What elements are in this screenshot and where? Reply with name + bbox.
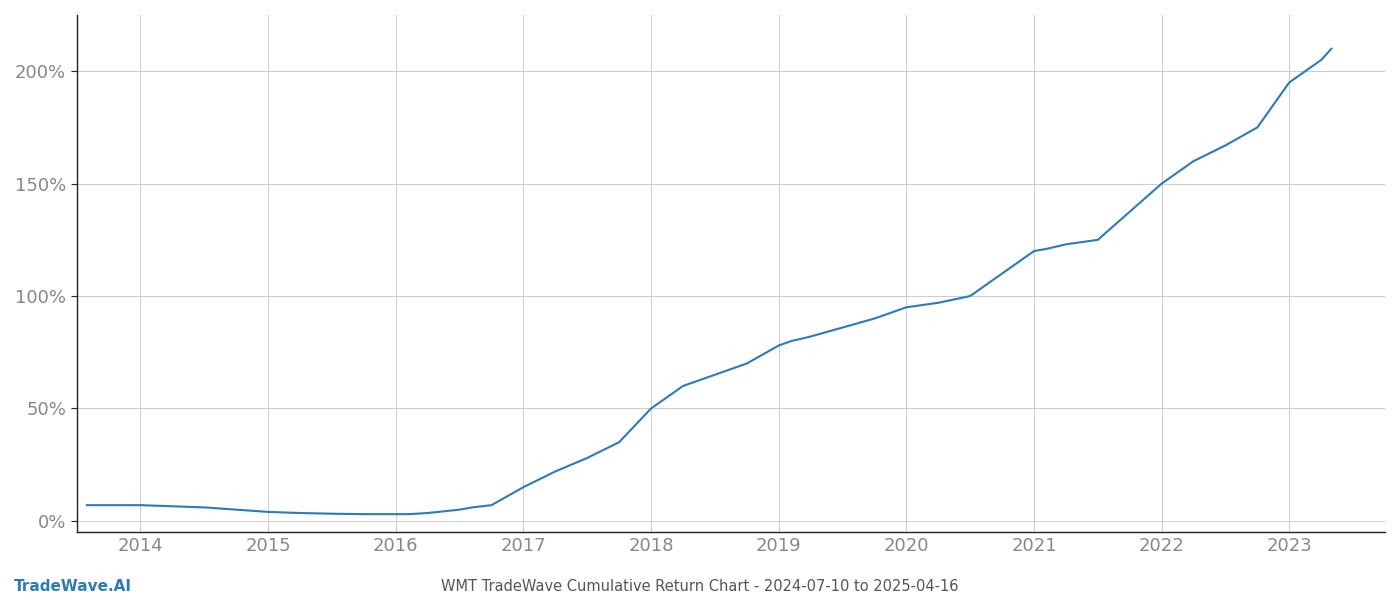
Text: WMT TradeWave Cumulative Return Chart - 2024-07-10 to 2025-04-16: WMT TradeWave Cumulative Return Chart - … <box>441 579 959 594</box>
Text: TradeWave.AI: TradeWave.AI <box>14 579 132 594</box>
